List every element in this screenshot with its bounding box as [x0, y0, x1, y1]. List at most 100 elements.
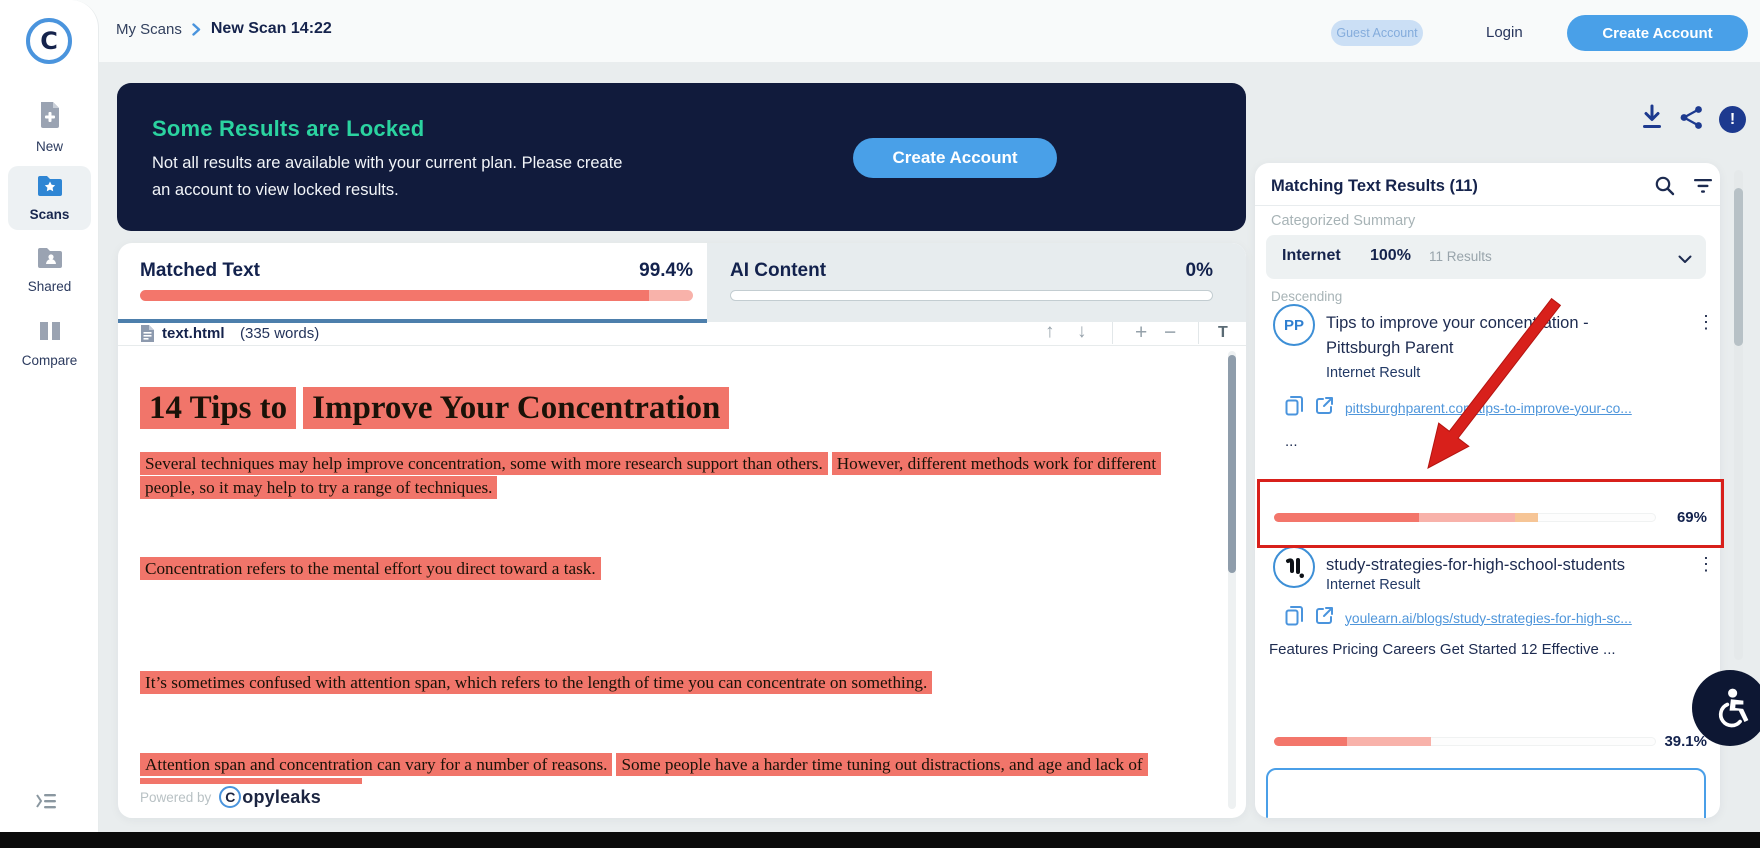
document-paragraph: Concentration refers to the mental effor… [140, 557, 1208, 581]
result-1-avatar: PP [1273, 304, 1315, 346]
powered-by-copyleaks: Powered by C opyleaks [140, 786, 321, 808]
result-1-title[interactable]: Tips to improve your concentration - Pit… [1326, 314, 1589, 357]
chevron-down-icon [1678, 251, 1692, 269]
document-paragraph: Several techniques may help improve conc… [140, 452, 1208, 499]
internet-category: Internet [1282, 247, 1341, 264]
next-match-arrow-down-icon[interactable]: ↓ [1077, 321, 1087, 342]
compare-icon [37, 318, 63, 349]
matched-text-bar [140, 290, 693, 301]
bottom-taskbar [0, 832, 1760, 848]
top-bar: My Scans New Scan 14:22 Guest Account Lo… [0, 0, 1760, 62]
result-2-avatar [1273, 546, 1315, 588]
result-2-link-row: youlearn.ai/blogs/study-strategies-for-h… [1285, 605, 1632, 631]
result-2-type: Internet Result [1326, 577, 1421, 593]
ai-content-bar [730, 290, 1213, 301]
info-icon[interactable]: ! [1719, 106, 1746, 133]
login-link[interactable]: Login [1486, 24, 1523, 41]
results-panel-title: Matching Text Results (11) [1271, 177, 1478, 195]
sidebar-label-shared: Shared [27, 279, 72, 294]
breadcrumb-current-scan: New Scan 14:22 [210, 20, 332, 37]
result-1-match-percent: 69% [1676, 509, 1707, 526]
breadcrumb: My Scans New Scan 14:22 [116, 20, 332, 38]
document-scrollbar[interactable] [1228, 351, 1236, 809]
document-scrollbar-thumb[interactable] [1228, 355, 1236, 573]
file-word-count: (335 words) [240, 325, 320, 342]
internet-count: 11 Results [1429, 249, 1492, 264]
toolbar-divider [1198, 322, 1199, 344]
document-paragraph: Attention span and concentration can var… [140, 753, 1208, 777]
sidebar-label-scans: Scans [29, 207, 70, 222]
copyleaks-logo-icon[interactable]: C [26, 18, 72, 64]
kebab-menu-icon[interactable]: ⋮ [1697, 312, 1715, 332]
scans-folder-icon [36, 174, 64, 203]
internet-percent: 100% [1370, 247, 1411, 264]
result-1-snippet: ... [1285, 433, 1298, 450]
sidebar-label-compare: Compare [21, 353, 78, 368]
matched-text-value: 99.4% [639, 260, 693, 281]
tab-ai-content[interactable] [707, 243, 1246, 322]
external-link-icon[interactable] [1315, 396, 1334, 420]
chevron-right-icon [192, 22, 201, 36]
breadcrumb-my-scans[interactable]: My Scans [116, 20, 182, 38]
result-2-match-percent: 39.1% [1664, 733, 1707, 750]
sidebar-expand-icon[interactable] [34, 791, 58, 816]
scan-action-icons: ! [1640, 104, 1746, 135]
result-2-url[interactable]: youlearn.ai/blogs/study-strategies-for-h… [1345, 610, 1632, 626]
document-title: 14 Tips to Improve Your Concentration [140, 385, 736, 431]
shared-folder-icon [36, 246, 64, 275]
banner-body-line2: an account to view locked results. [152, 181, 399, 199]
document-divider [118, 345, 1246, 346]
banner-body-line1: Not all results are available with your … [152, 154, 623, 172]
prev-match-arrow-up-icon[interactable]: ↑ [1045, 321, 1055, 342]
matching-results-panel: Matching Text Results (11) Categorized S… [1255, 163, 1720, 818]
copyleaks-brand-c-icon: C [219, 786, 242, 808]
copy-icon[interactable] [1285, 605, 1304, 631]
filter-icon[interactable] [1693, 178, 1713, 199]
file-row: text.html (335 words) ↑ ↓ + − T [118, 321, 1246, 348]
accessibility-icon[interactable] [1692, 670, 1760, 746]
zoom-out-icon[interactable]: − [1164, 321, 1177, 344]
download-icon[interactable] [1640, 104, 1664, 135]
document-card: Matched Text 99.4% AI Content 0% text.ht… [118, 243, 1246, 818]
result-2-title[interactable]: study-strategies-for-high-school-student… [1326, 556, 1625, 574]
sidebar-item-compare[interactable]: Compare [0, 318, 99, 368]
truncated-highlight-strip [140, 778, 362, 784]
powered-by-label: Powered by [140, 789, 212, 805]
new-document-icon [37, 100, 63, 135]
sidebar-item-scans[interactable]: Scans [0, 174, 99, 222]
toolbar-divider [1112, 322, 1113, 344]
matched-text-label: Matched Text [140, 260, 261, 281]
create-account-button[interactable]: Create Account [1567, 15, 1748, 51]
result-1-type: Internet Result [1326, 365, 1421, 381]
sidebar: C New Scans Shared Compare [0, 0, 99, 832]
ai-content-value: 0% [1185, 260, 1213, 281]
sidebar-item-shared[interactable]: Shared [0, 246, 99, 294]
ai-content-label: AI Content [730, 260, 827, 281]
result-2-snippet: Features Pricing Careers Get Started 12 … [1269, 641, 1616, 658]
categorized-summary-label: Categorized Summary [1271, 213, 1416, 229]
internet-summary-row[interactable]: Internet 100% 11 Results [1266, 235, 1706, 279]
locked-result-placeholder [1266, 768, 1706, 818]
banner-create-account-button[interactable]: Create Account [853, 138, 1057, 178]
sidebar-active-highlight [8, 166, 91, 230]
zoom-in-icon[interactable]: + [1135, 321, 1148, 344]
file-icon [140, 324, 155, 348]
banner-title: Some Results are Locked [152, 116, 425, 141]
copy-icon[interactable] [1285, 395, 1304, 421]
result-1-match-bar [1274, 513, 1656, 522]
text-size-icon[interactable]: T [1218, 324, 1228, 341]
kebab-menu-icon[interactable]: ⋮ [1697, 554, 1715, 574]
matched-tab-active-underline [118, 319, 707, 323]
sidebar-label-new: New [35, 139, 63, 154]
result-1-link-row: pittsburghparent.com/tips-to-improve-you… [1285, 395, 1632, 421]
results-panel-scrollbar-thumb[interactable] [1734, 188, 1743, 346]
banner-body: Not all results are available with your … [152, 150, 622, 204]
results-panel-scrollbar[interactable] [1734, 170, 1743, 660]
share-icon[interactable] [1679, 105, 1704, 135]
external-link-icon[interactable] [1315, 606, 1334, 630]
result-1-url[interactable]: pittsburghparent.com/tips-to-improve-you… [1345, 400, 1632, 416]
search-icon[interactable] [1654, 175, 1675, 201]
sort-order-label[interactable]: Descending [1271, 289, 1343, 304]
results-panel-divider [1255, 205, 1720, 206]
sidebar-item-new[interactable]: New [0, 100, 99, 154]
